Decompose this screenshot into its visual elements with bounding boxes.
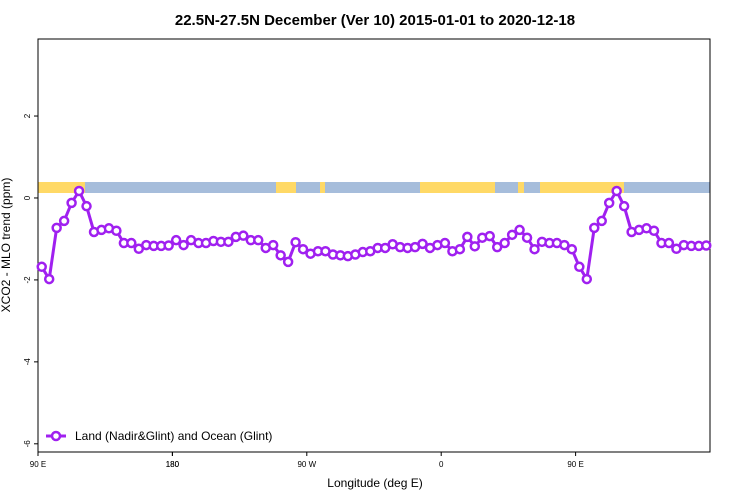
y-axis-label: XCO2 - MLO trend (ppm) [0, 178, 13, 313]
data-point [111, 225, 122, 236]
data-point [701, 240, 712, 251]
x-tick-label: 0 [439, 460, 444, 469]
data-point [581, 273, 593, 285]
data-point [663, 237, 675, 249]
data-point [521, 232, 533, 243]
data-point [648, 225, 660, 236]
data-point [297, 243, 309, 255]
data-point [559, 239, 570, 251]
data-point [81, 200, 92, 212]
land-band [276, 182, 296, 193]
land-band [518, 182, 524, 193]
data-point [484, 230, 495, 242]
x-tick-label: 90 E [567, 460, 583, 469]
data-point [36, 261, 47, 273]
x-tick-label: 90 W [297, 460, 316, 469]
data-point [529, 243, 540, 255]
data-point [253, 234, 264, 246]
data-point [223, 236, 234, 248]
data-point [618, 200, 630, 212]
surface-band [38, 182, 710, 193]
y-tick-label: 0 [23, 195, 32, 200]
data-point [282, 256, 294, 268]
land-band [540, 182, 624, 193]
data-point [275, 250, 286, 261]
data-point [238, 230, 249, 241]
data-point [178, 239, 189, 251]
y-tick-label: 2 [23, 113, 32, 118]
data-point [596, 215, 607, 227]
x-tick-label: 180 [166, 460, 180, 469]
chart-title: 22.5N-27.5N December (Ver 10) 2015-01-01… [175, 12, 575, 29]
data-point [514, 224, 525, 236]
data-point [170, 234, 182, 246]
data-point [126, 237, 137, 249]
x-tick-label: 90 E [30, 460, 46, 469]
y-tick-label: -6 [23, 440, 32, 448]
data-point [499, 237, 510, 249]
land-band [320, 182, 325, 193]
data-point [491, 241, 503, 253]
data-point [566, 243, 578, 255]
ocean-band [38, 182, 710, 193]
data-point [73, 185, 85, 197]
land-band [38, 182, 85, 193]
data-point [454, 243, 466, 255]
y-tick-label: -2 [23, 276, 32, 284]
data-point [163, 240, 174, 251]
data-point [51, 222, 62, 234]
land-band [420, 182, 495, 193]
data-point [611, 185, 622, 197]
data-point [58, 215, 70, 227]
data-point [66, 197, 77, 209]
data-point [417, 238, 428, 250]
data-point [462, 231, 473, 243]
x-tick-label: 180 [166, 460, 180, 469]
y-tick-label: -4 [23, 358, 32, 366]
data-point [290, 236, 301, 248]
data-point [439, 237, 451, 249]
data-point [43, 273, 55, 285]
data-point [469, 241, 481, 252]
x-axis-label: Longitude (deg E) [327, 476, 422, 490]
data-point [506, 229, 518, 241]
data-point [574, 261, 585, 273]
data-point [589, 222, 600, 234]
legend-label: Land (Nadir&Glint) and Ocean (Glint) [75, 429, 272, 443]
data-point [603, 197, 615, 209]
legend-marker [50, 430, 62, 442]
data-point [267, 239, 279, 251]
